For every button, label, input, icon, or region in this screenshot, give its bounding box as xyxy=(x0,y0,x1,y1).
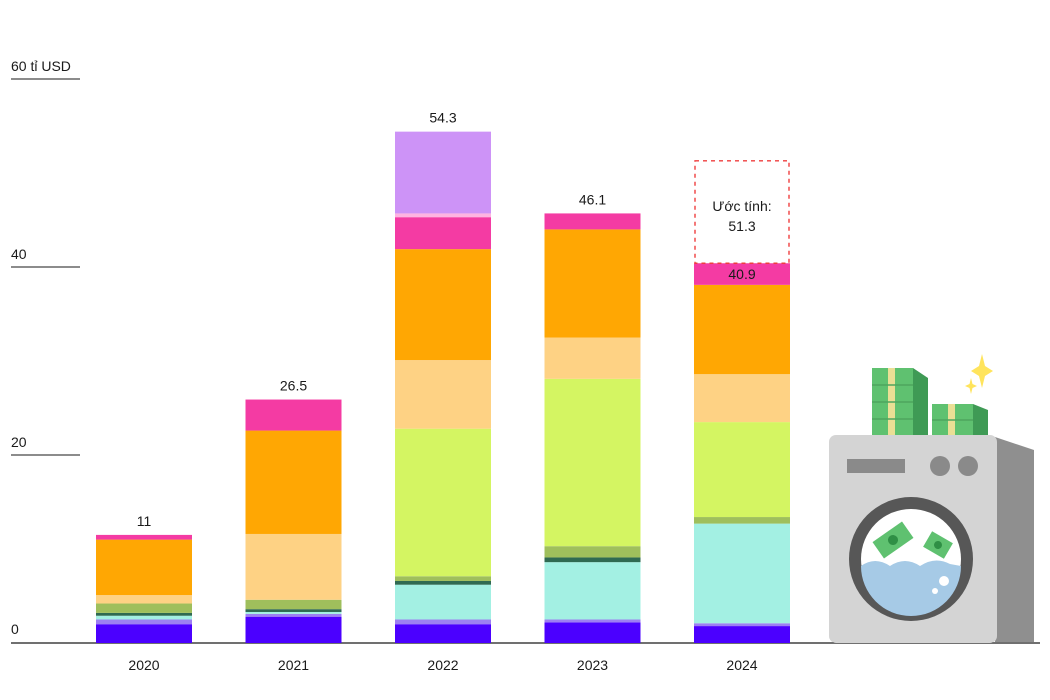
bar-segment xyxy=(694,623,790,627)
y-tick-label: 20 xyxy=(11,434,27,450)
bar-segment xyxy=(395,360,491,429)
bar-segment xyxy=(694,374,790,423)
bar-segment xyxy=(245,616,342,643)
y-tick-label: 0 xyxy=(11,621,19,637)
bar-total-label: 46.1 xyxy=(579,191,606,207)
bar-segment xyxy=(245,609,342,612)
bars xyxy=(96,131,790,643)
bar-segment xyxy=(544,378,641,547)
y-tick-label: 40 xyxy=(11,246,27,262)
bar-segment xyxy=(395,619,491,625)
bar-segment xyxy=(395,131,491,214)
x-tick-label: 2021 xyxy=(278,657,309,673)
x-tick-label: 2022 xyxy=(427,657,458,673)
bar-segment xyxy=(395,624,491,643)
bar-segment xyxy=(395,584,491,620)
bar-segment xyxy=(96,619,192,625)
estimate-box xyxy=(694,160,790,264)
bar-labels: Ước tính: 51.3 11 26.5 54.3 46.1 40.9 xyxy=(137,110,790,529)
bar-segment xyxy=(395,249,491,361)
bar-segment xyxy=(694,626,790,643)
sparkle-icon xyxy=(965,354,993,394)
bar-total-label: 11 xyxy=(137,513,152,529)
bar-segment xyxy=(395,580,491,585)
bar-segment xyxy=(694,422,790,518)
x-tick-label: 2024 xyxy=(726,657,757,673)
bar-segment xyxy=(96,612,192,616)
x-tick-label: 2023 xyxy=(577,657,608,673)
bar-segment xyxy=(395,428,491,577)
bar-segment xyxy=(96,615,192,620)
washing-machine-icon xyxy=(829,435,1034,643)
bar-total-label: 40.9 xyxy=(728,266,755,282)
x-tick-label: 2020 xyxy=(128,657,159,673)
bar-segment xyxy=(96,624,192,643)
bar-segment xyxy=(544,337,641,379)
bar-segment xyxy=(245,613,342,617)
bar-segment xyxy=(96,603,192,613)
bar-segment xyxy=(694,517,790,524)
bar-segment xyxy=(694,263,790,285)
bar-segment xyxy=(544,622,641,643)
x-axis: 2020 2021 2022 2023 2024 xyxy=(128,657,757,673)
bar-segment xyxy=(245,611,342,614)
bar-segment xyxy=(96,539,192,596)
estimate-value: 51.3 xyxy=(728,218,755,234)
bar-segment xyxy=(395,576,491,581)
bar-segment xyxy=(96,595,192,604)
bar-segment xyxy=(694,523,790,624)
bar-segment xyxy=(395,217,491,250)
bar-segment xyxy=(544,546,641,558)
bar-total-label: 26.5 xyxy=(280,378,307,394)
bar-total-label: 54.3 xyxy=(429,110,456,126)
money-stack-icon xyxy=(872,368,988,435)
bar-segment xyxy=(96,534,192,540)
bar-segment xyxy=(544,562,641,620)
bar-segment xyxy=(395,213,491,218)
bar-segment xyxy=(245,399,342,431)
bar-segment xyxy=(245,430,342,534)
bar-segment xyxy=(544,557,641,563)
bar-segment xyxy=(544,213,641,230)
bar-segment xyxy=(245,599,342,610)
estimate-label: Ước tính: xyxy=(712,198,771,214)
bar-segment xyxy=(245,533,342,600)
y-tick-label: 60 tỉ USD xyxy=(11,58,71,74)
bar-segment xyxy=(544,229,641,338)
bar-segment xyxy=(694,284,790,375)
bar-segment xyxy=(544,619,641,623)
